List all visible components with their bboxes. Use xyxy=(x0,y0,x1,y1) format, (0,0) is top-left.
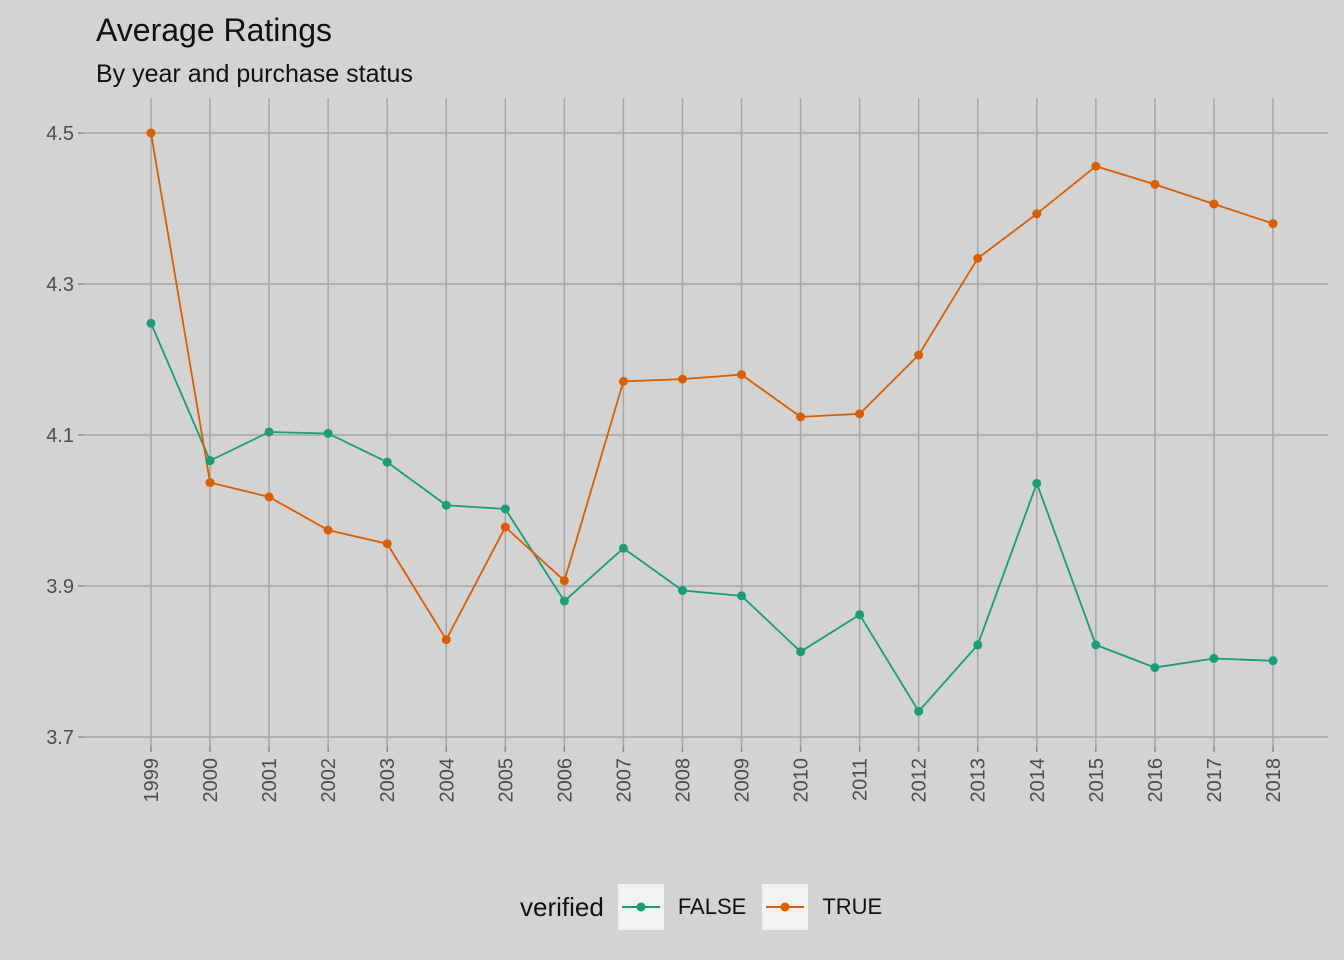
data-point-true xyxy=(1268,219,1278,229)
data-point-true xyxy=(264,492,274,502)
data-point-true xyxy=(737,370,747,380)
x-axis: 1999 2000 2001 2002 2003 2004 2005 2006 2007 2008… xyxy=(141,746,1285,803)
series-line-true xyxy=(150,132,1274,642)
x-tick-label: 2004 xyxy=(436,758,458,803)
y-tick-label: 4.3 xyxy=(46,274,74,296)
data-point-true xyxy=(973,253,983,263)
data-point-true xyxy=(382,539,392,549)
series-line-false xyxy=(150,322,1274,713)
x-tick-label: 2017 xyxy=(1204,758,1226,803)
data-point-true xyxy=(1209,199,1219,209)
x-tick-label: 1999 xyxy=(141,758,163,803)
x-tick-label: 2013 xyxy=(968,758,990,803)
data-point-false xyxy=(1032,478,1042,488)
data-point-true xyxy=(677,374,687,384)
x-tick-label: 2001 xyxy=(259,758,281,803)
data-point-true xyxy=(205,478,215,488)
legend-key-false xyxy=(617,884,664,930)
legend-label-true: TRUE xyxy=(822,894,883,919)
legend-title: verified xyxy=(520,891,604,922)
x-tick-label: 2012 xyxy=(909,758,931,803)
data-point-false xyxy=(323,428,333,438)
y-tick-label: 4.5 xyxy=(46,123,74,145)
data-point-false xyxy=(737,591,747,601)
data-point-true xyxy=(500,522,510,532)
data-point-false xyxy=(618,543,628,553)
legend-label-false: FALSE xyxy=(677,894,747,919)
data-point-false xyxy=(146,318,156,328)
data-point-false xyxy=(1268,656,1278,666)
data-point-false xyxy=(855,610,865,620)
legend-key-true xyxy=(762,884,809,930)
data-point-false xyxy=(914,706,924,716)
data-point-false xyxy=(441,500,451,510)
data-point-true xyxy=(855,409,865,419)
data-point-true xyxy=(1091,161,1101,171)
y-tick-label: 3.9 xyxy=(46,576,74,598)
legend-point-true xyxy=(780,902,790,912)
data-point-false xyxy=(677,586,687,596)
data-point-true xyxy=(441,635,451,645)
data-point-false xyxy=(973,640,983,650)
data-point-true xyxy=(796,412,806,422)
data-point-false xyxy=(382,457,392,467)
data-point-true xyxy=(559,576,569,586)
y-tick-label: 3.7 xyxy=(46,727,74,749)
data-point-true xyxy=(323,525,333,535)
x-tick-label: 2010 xyxy=(791,758,813,803)
data-point-false xyxy=(1091,640,1101,650)
x-tick-label: 2007 xyxy=(613,758,635,803)
data-point-false xyxy=(796,647,806,657)
data-point-true xyxy=(1032,209,1042,219)
data-point-true xyxy=(618,376,628,386)
x-tick-label: 2009 xyxy=(732,758,754,803)
data-point-true xyxy=(914,350,924,360)
x-tick-label: 2002 xyxy=(318,758,340,803)
x-tick-label: 2011 xyxy=(850,758,872,801)
data-point-false xyxy=(264,427,274,437)
x-tick-label: 2003 xyxy=(377,758,399,803)
legend-point-false xyxy=(636,902,646,912)
x-tick-label: 2006 xyxy=(554,758,576,803)
series-lines xyxy=(150,132,1274,713)
x-tick-label: 2008 xyxy=(672,758,694,803)
data-point-false xyxy=(1150,663,1160,673)
x-tick-label: 2016 xyxy=(1145,758,1167,803)
x-tick-label: 2014 xyxy=(1027,758,1049,803)
data-point-false xyxy=(559,596,569,606)
data-point-true xyxy=(1150,179,1160,189)
series-points xyxy=(146,128,1278,716)
data-point-true xyxy=(146,128,156,138)
x-tick-label: 2000 xyxy=(200,758,222,803)
x-tick-label: 2018 xyxy=(1263,758,1285,803)
x-tick-label: 2005 xyxy=(495,758,517,803)
chart-subtitle: By year and purchase status xyxy=(96,60,413,88)
data-point-false xyxy=(1209,653,1219,663)
data-point-false xyxy=(205,456,215,466)
grid-lines xyxy=(84,98,1328,746)
legend: verified FALSE TRUE xyxy=(520,884,898,930)
y-axis: 3.7 3.9 4.1 4.3 4.5 xyxy=(46,123,84,749)
chart-title: Average Ratings xyxy=(96,12,332,48)
data-point-false xyxy=(500,504,510,514)
y-tick-label: 4.1 xyxy=(46,425,74,447)
x-tick-label: 2015 xyxy=(1086,758,1108,803)
